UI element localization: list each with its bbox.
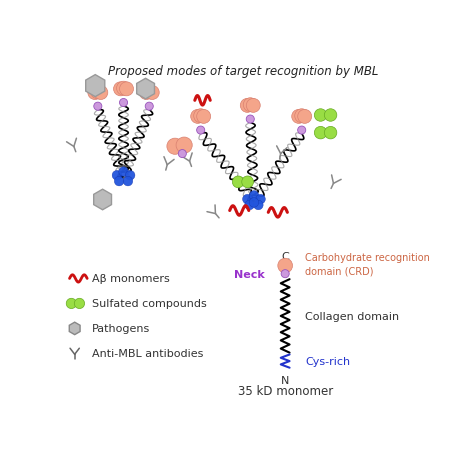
Text: Neck: Neck: [234, 269, 265, 279]
Polygon shape: [137, 79, 155, 99]
Circle shape: [88, 86, 102, 100]
Circle shape: [246, 99, 260, 113]
Circle shape: [298, 127, 306, 135]
Circle shape: [324, 127, 337, 139]
Circle shape: [176, 138, 192, 154]
Circle shape: [66, 298, 76, 309]
Circle shape: [281, 270, 289, 278]
Circle shape: [114, 83, 128, 97]
Text: Collagen domain: Collagen domain: [305, 311, 400, 321]
Circle shape: [298, 110, 312, 124]
Circle shape: [145, 86, 159, 100]
Text: Cys-rich: Cys-rich: [305, 357, 350, 367]
Circle shape: [119, 83, 134, 97]
Circle shape: [197, 110, 210, 124]
Circle shape: [125, 171, 135, 180]
Circle shape: [245, 201, 255, 210]
Circle shape: [94, 103, 102, 111]
Circle shape: [314, 127, 327, 139]
Circle shape: [114, 177, 124, 187]
Text: C: C: [281, 252, 289, 262]
Circle shape: [240, 99, 254, 113]
Polygon shape: [69, 322, 80, 335]
Text: Aβ monomers: Aβ monomers: [91, 274, 169, 284]
Text: Sulfated compounds: Sulfated compounds: [91, 299, 206, 309]
Polygon shape: [94, 190, 111, 210]
Circle shape: [142, 86, 156, 99]
Circle shape: [254, 201, 263, 210]
Text: Carbohydrate recognition
domain (CRD): Carbohydrate recognition domain (CRD): [305, 253, 430, 276]
Text: Anti-MBL antibodies: Anti-MBL antibodies: [91, 348, 203, 358]
Circle shape: [123, 177, 133, 187]
Polygon shape: [86, 75, 105, 98]
Circle shape: [249, 198, 259, 208]
Circle shape: [167, 139, 183, 155]
Circle shape: [246, 116, 255, 124]
Circle shape: [194, 109, 208, 123]
Text: N: N: [281, 375, 289, 385]
Circle shape: [242, 177, 254, 188]
Circle shape: [243, 195, 252, 205]
Circle shape: [243, 99, 257, 112]
Circle shape: [249, 191, 259, 201]
Circle shape: [94, 86, 108, 100]
Circle shape: [292, 110, 306, 124]
Circle shape: [232, 177, 244, 188]
Circle shape: [74, 298, 84, 309]
Circle shape: [314, 109, 327, 122]
Circle shape: [295, 109, 309, 123]
Text: 35 kD monomer: 35 kD monomer: [237, 384, 333, 397]
Text: Proposed modes of target recognition by MBL: Proposed modes of target recognition by …: [108, 65, 378, 78]
Circle shape: [119, 168, 128, 177]
Circle shape: [112, 171, 122, 180]
Circle shape: [145, 103, 153, 111]
Circle shape: [117, 82, 130, 96]
Circle shape: [178, 150, 186, 159]
Circle shape: [119, 99, 128, 107]
Circle shape: [197, 127, 205, 135]
Text: Pathogens: Pathogens: [91, 324, 150, 334]
Circle shape: [256, 195, 265, 205]
Circle shape: [278, 259, 292, 273]
Circle shape: [191, 110, 205, 124]
Circle shape: [91, 86, 105, 99]
Circle shape: [139, 86, 153, 100]
Circle shape: [324, 109, 337, 122]
